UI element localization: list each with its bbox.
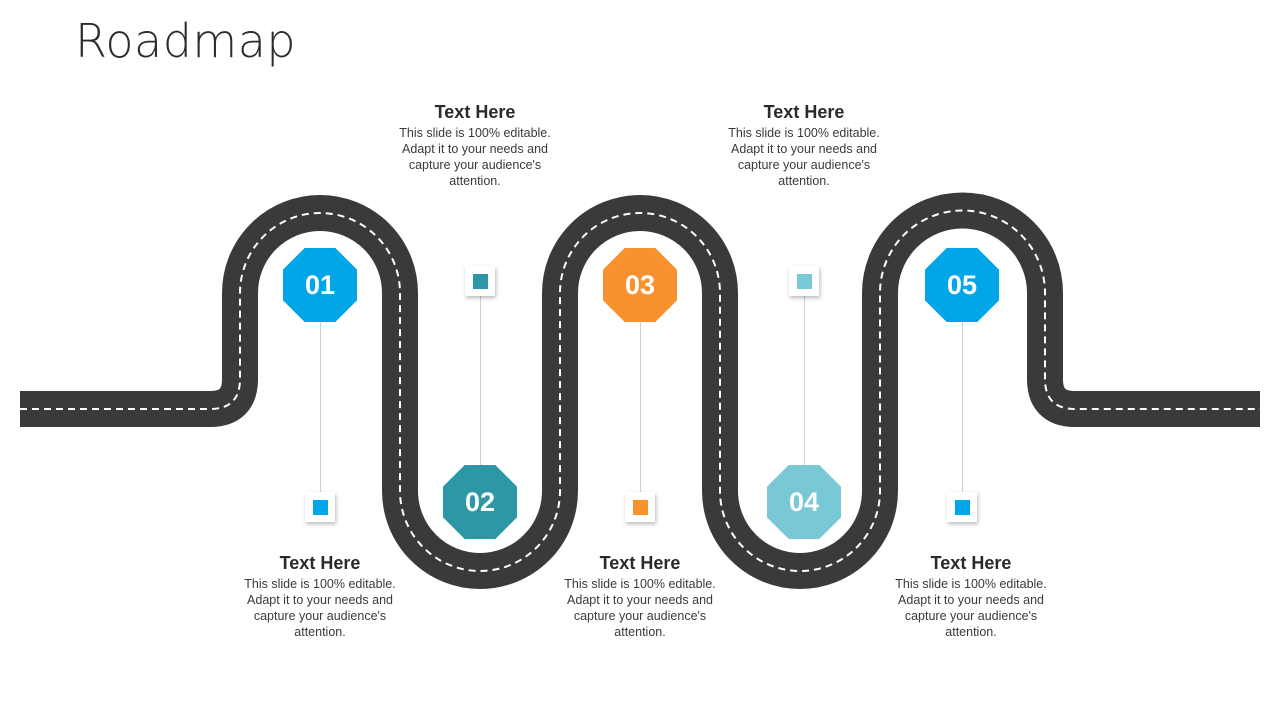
milestone-marker-01 <box>305 492 335 522</box>
milestone-number: 05 <box>946 269 978 300</box>
marker-square <box>313 500 328 515</box>
milestone-badge-03: 03 <box>603 248 677 322</box>
milestone-badge-01: 01 <box>283 248 357 322</box>
milestone-marker-03 <box>625 492 655 522</box>
connector-line-05 <box>962 322 963 494</box>
milestone-text-02: Text Here This slide is 100% editable. A… <box>390 101 560 189</box>
connector-line-03 <box>640 322 641 494</box>
road-lane-dashes <box>20 209 1260 572</box>
milestone-title: Text Here <box>279 553 361 573</box>
milestone-badge-02: 02 <box>443 465 517 539</box>
milestone-marker-05 <box>947 492 977 522</box>
milestone-number: 04 <box>788 486 820 517</box>
milestone-description: This slide is 100% editable. Adapt it to… <box>895 577 1047 639</box>
milestone-description: This slide is 100% editable. Adapt it to… <box>399 126 551 188</box>
milestone-title: Text Here <box>930 553 1012 573</box>
milestone-badge-05: 05 <box>925 248 999 322</box>
slide-title: Roadmap <box>75 14 297 68</box>
marker-square <box>473 274 488 289</box>
milestone-text-01: Text Here This slide is 100% editable. A… <box>235 552 405 640</box>
milestone-title: Text Here <box>763 102 845 122</box>
milestone-title: Text Here <box>599 553 681 573</box>
marker-square <box>633 500 648 515</box>
milestone-description: This slide is 100% editable. Adapt it to… <box>244 577 396 639</box>
connector-line-01 <box>320 322 321 494</box>
milestone-text-03: Text Here This slide is 100% editable. A… <box>555 552 725 640</box>
milestone-text-05: Text Here This slide is 100% editable. A… <box>886 552 1056 640</box>
milestone-number: 03 <box>624 269 656 300</box>
connector-line-04 <box>804 296 805 468</box>
milestone-title: Text Here <box>434 102 516 122</box>
milestone-marker-04 <box>789 266 819 296</box>
connector-line-02 <box>480 296 481 468</box>
milestone-number: 02 <box>464 486 496 517</box>
milestone-description: This slide is 100% editable. Adapt it to… <box>728 126 880 188</box>
marker-square <box>955 500 970 515</box>
milestone-number: 01 <box>304 269 336 300</box>
milestone-description: This slide is 100% editable. Adapt it to… <box>564 577 716 639</box>
milestone-badge-04: 04 <box>767 465 841 539</box>
milestone-marker-02 <box>465 266 495 296</box>
milestone-text-04: Text Here This slide is 100% editable. A… <box>719 101 889 189</box>
marker-square <box>797 274 812 289</box>
